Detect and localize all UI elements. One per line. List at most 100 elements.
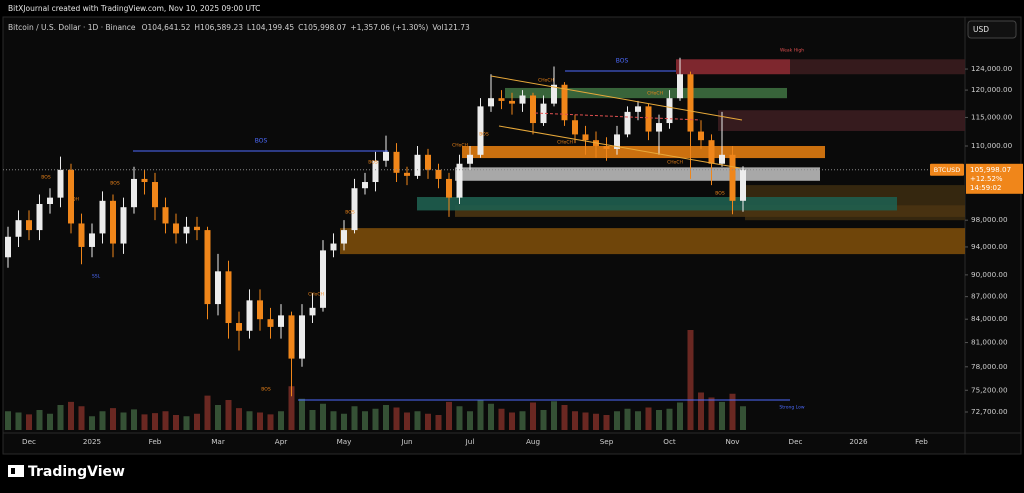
dashed-line — [534, 112, 701, 121]
candle-body — [278, 315, 284, 327]
y-tick-label: 98,000.00 — [971, 215, 1008, 224]
candle-body — [425, 154, 431, 170]
volume-bar — [162, 411, 169, 430]
x-tick-label: Oct — [663, 437, 676, 446]
volume-bar — [152, 413, 158, 430]
x-tick-label: May — [337, 437, 353, 446]
candle-body — [351, 188, 358, 231]
candle-body — [666, 98, 673, 124]
candle-body — [78, 223, 85, 247]
volume-bar — [36, 410, 43, 430]
x-tick-label: Jun — [400, 437, 412, 446]
y-tick-label: 115,000.00 — [971, 112, 1013, 121]
y-tick-label: 87,000.00 — [971, 292, 1008, 301]
annotation: BOS — [261, 387, 271, 393]
volume-bar — [15, 412, 22, 430]
volume-bar — [278, 411, 284, 430]
volume-bar — [729, 393, 736, 430]
candle-body — [246, 300, 253, 331]
candle-body — [603, 145, 610, 149]
candle-body — [698, 131, 704, 141]
zone — [505, 87, 787, 99]
candle-body — [131, 178, 137, 208]
volume-bar — [477, 400, 484, 430]
candle-body — [509, 100, 515, 104]
candle-body — [68, 169, 74, 224]
volume-bar — [246, 411, 253, 430]
candle-body — [393, 151, 400, 173]
ohlc-value: O104,641.52 — [142, 23, 191, 32]
x-tick-label: Jul — [465, 437, 475, 446]
x-tick-label: 2025 — [83, 437, 101, 446]
candle-body — [267, 319, 274, 327]
candle-body — [299, 315, 305, 359]
annotation: EQH — [69, 197, 79, 203]
x-tick-label: Apr — [275, 437, 287, 446]
candle-body — [561, 84, 568, 121]
x-tick-label: Aug — [526, 437, 540, 446]
volume-bar — [698, 392, 704, 430]
y-tick-label: 75,200.00 — [971, 385, 1008, 394]
candle-body — [477, 106, 484, 155]
candle-body — [614, 134, 620, 149]
volume-bar — [551, 401, 557, 430]
volume-bar — [572, 411, 578, 430]
brand: TradingView — [8, 464, 125, 480]
candle-body — [183, 226, 190, 234]
volume-bar — [467, 411, 473, 430]
volume-bar — [656, 410, 662, 430]
candle-body — [582, 134, 589, 141]
volume-bar — [288, 386, 295, 430]
annotation: CHoCH — [557, 140, 573, 146]
volume-bar — [677, 402, 683, 430]
candle-body — [551, 84, 557, 104]
zone — [340, 228, 965, 255]
trend-line — [490, 75, 743, 121]
volume-bar — [540, 410, 547, 430]
annotation: BOS — [345, 210, 355, 216]
volume-bar — [635, 411, 641, 430]
volume-bar — [47, 413, 53, 430]
candle-body — [719, 154, 725, 164]
x-tick-label: Mar — [211, 437, 225, 446]
candle-body — [57, 169, 64, 198]
candle-body — [152, 182, 158, 208]
y-tick-label: 110,000.00 — [971, 141, 1013, 150]
y-tick-label: 90,000.00 — [971, 270, 1008, 279]
volume-bar — [593, 413, 599, 430]
zone — [417, 197, 897, 211]
candle-body — [467, 154, 473, 164]
currency-label[interactable]: USD — [973, 25, 989, 34]
y-tick-label: 72,700.00 — [971, 407, 1008, 416]
volume-bar — [299, 398, 305, 430]
symbol-title: Bitcoin / U.S. Dollar · 1D · Binance — [8, 23, 136, 32]
annotation: BOS — [110, 181, 120, 187]
candle-body — [341, 230, 347, 244]
x-tick-label: 2026 — [849, 437, 868, 446]
volume-bar — [687, 330, 694, 430]
plot: Bitcoin / U.S. Dollar · 1D · Binance O104… — [3, 23, 1023, 446]
volume-bar — [204, 395, 211, 430]
candle-body — [120, 207, 127, 244]
volume-bar — [645, 407, 652, 430]
volume-bar — [740, 406, 746, 430]
volume-bar — [26, 414, 32, 430]
volume-bar — [131, 409, 137, 430]
zone — [676, 59, 790, 75]
currency-button[interactable]: USD — [967, 20, 1017, 39]
candle-body — [498, 98, 505, 101]
zone — [462, 145, 825, 159]
annotation: BOS — [41, 175, 51, 181]
annotation: BOS — [368, 160, 378, 166]
brand-icon — [8, 465, 24, 477]
currency-button-box[interactable] — [967, 20, 1017, 39]
candle-body — [162, 207, 169, 224]
candle-body — [540, 103, 547, 124]
candle-body — [456, 163, 463, 198]
candle-body — [215, 271, 221, 305]
y-tick-label: 120,000.00 — [971, 85, 1013, 94]
volume-bar — [603, 415, 610, 430]
volume-bar — [351, 406, 358, 430]
volume-bar — [708, 397, 715, 430]
